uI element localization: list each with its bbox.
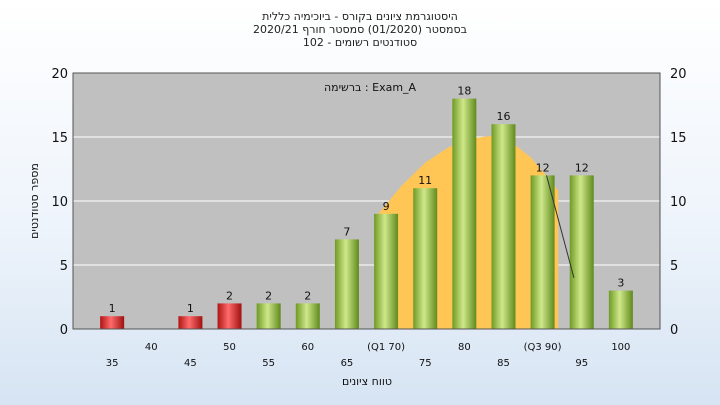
bar <box>256 303 281 329</box>
bar <box>217 303 242 329</box>
bar-data-label: 12 <box>536 161 550 174</box>
bar <box>491 124 516 329</box>
bar-data-label: 1 <box>187 302 194 315</box>
bar-data-label: 11 <box>418 174 432 187</box>
bar <box>413 188 438 329</box>
bar <box>334 239 359 329</box>
x-tick-label: (Q1 70) <box>367 342 405 353</box>
x-tick-label: 65 <box>341 358 354 369</box>
x-axis-title: טווח ציונים <box>342 375 392 388</box>
y-tick-label-left: 10 <box>51 195 68 210</box>
chart-title-line-1: היסטוגרמת ציונים בקורס - ביוכימיה כללית <box>262 10 458 23</box>
y-tick-label-left: 5 <box>60 259 68 274</box>
y-tick-label-right: 5 <box>670 259 678 274</box>
bar <box>569 175 594 329</box>
bar-data-label: 12 <box>575 161 589 174</box>
bar-data-label: 2 <box>304 289 311 302</box>
bar <box>452 98 477 329</box>
y-tick-label-left: 15 <box>51 131 68 146</box>
bar-data-label: 7 <box>343 225 350 238</box>
y-tick-label-right: 10 <box>670 195 687 210</box>
bar <box>100 316 125 329</box>
x-tick-label: 55 <box>262 358 275 369</box>
bar-data-label: 2 <box>226 289 233 302</box>
bar <box>178 316 203 329</box>
x-tick-label: 35 <box>106 358 119 369</box>
x-tick-label: (Q3 90) <box>524 342 562 353</box>
x-tick-label: 60 <box>301 342 314 353</box>
y-tick-label-left: 0 <box>60 323 68 338</box>
x-tick-label: 45 <box>184 358 197 369</box>
bar-data-label: 2 <box>265 289 272 302</box>
y-tick-label-right: 0 <box>670 323 678 338</box>
y-axis-title: מספר סטודנטים <box>28 163 41 239</box>
x-tick-label: 95 <box>575 358 588 369</box>
x-tick-label: 85 <box>497 358 510 369</box>
x-tick-label: 100 <box>611 342 630 353</box>
y-tick-label-left: 20 <box>51 67 68 82</box>
y-tick-label-right: 20 <box>670 67 687 82</box>
x-tick-label: 40 <box>145 342 158 353</box>
bar-data-label: 18 <box>457 85 471 98</box>
chart-title-line-2: בסמסטר (01/2020) סמסטר חורף 2020/21 <box>253 23 467 36</box>
bar-data-label: 9 <box>383 200 390 213</box>
chart-title-line-3: סטודנטים רשומים - 102 <box>302 36 418 49</box>
bar <box>530 175 555 329</box>
bar <box>608 290 633 329</box>
plot-frame <box>72 72 661 330</box>
bar <box>374 213 399 329</box>
bar-data-label: 16 <box>496 110 510 123</box>
y-tick-label-right: 15 <box>670 131 687 146</box>
x-tick-label: 50 <box>223 342 236 353</box>
exam-annotation: ברשימה : Exam_A <box>324 81 417 94</box>
x-tick-label: 80 <box>458 342 471 353</box>
grid-lines <box>73 136 660 266</box>
bar-data-label: 3 <box>617 277 624 290</box>
x-tick-label: 75 <box>419 358 432 369</box>
connector-line <box>546 175 575 278</box>
bar <box>295 303 320 329</box>
bar-data-label: 1 <box>109 302 116 315</box>
